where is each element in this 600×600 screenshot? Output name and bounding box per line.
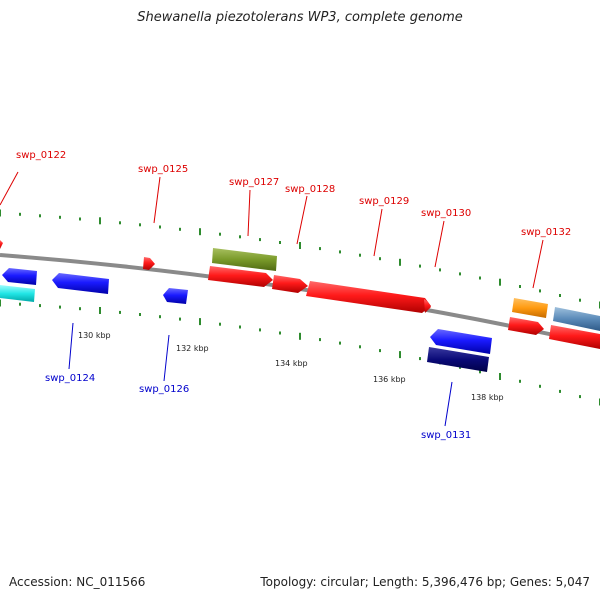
leader-swp-0124	[68, 322, 74, 370]
gene-label-swp-0126[interactable]: swp_0126	[139, 384, 189, 395]
gene-label-swp-0131[interactable]: swp_0131	[421, 430, 471, 441]
gene-arrow-cyan[interactable]	[0, 285, 35, 302]
gene-arrow-swp-0130[interactable]	[424, 299, 431, 313]
genome-summary-text: Topology: circular; Length: 5,396,476 bp…	[260, 575, 590, 589]
gene-label-swp-0127[interactable]: swp_0127	[229, 177, 279, 188]
gene-arrow-navy[interactable]	[427, 347, 489, 372]
inner-tick-row	[0, 299, 600, 406]
gene-label-swp-0124[interactable]: swp_0124	[45, 373, 95, 384]
scale-label-136: 136 kbp	[373, 375, 406, 384]
gene-arrow-swp-0129[interactable]	[306, 281, 431, 313]
leader-swp-0128	[296, 195, 308, 245]
leader-swp-0127	[247, 189, 251, 237]
bottom-leader-lines	[68, 322, 453, 427]
gene-arrow-swp-0124[interactable]	[52, 273, 109, 294]
leader-swp-0131	[444, 381, 453, 427]
leader-swp-0126	[163, 334, 170, 382]
leader-swp-0129	[373, 208, 383, 257]
gene-arrow-swp-0132[interactable]	[508, 317, 544, 335]
gene-arrow-swp-0132-orange[interactable]	[512, 298, 548, 318]
gene-arrow-swp-0122[interactable]	[0, 240, 3, 249]
scale-label-132: 132 kbp	[176, 344, 209, 353]
gene-arrow-swp-0127-main[interactable]	[208, 266, 273, 287]
leader-swp-0132	[532, 239, 544, 289]
outer-tick-row	[0, 209, 600, 309]
gene-arrow-swp-0128[interactable]	[272, 275, 308, 293]
scale-label-130: 130 kbp	[78, 331, 111, 340]
gene-label-swp-0130[interactable]: swp_0130	[421, 208, 471, 219]
leader-swp-0122	[0, 171, 19, 206]
gene-arrow-swp-0131[interactable]	[430, 329, 492, 354]
gene-arrow-blue-left[interactable]	[2, 268, 37, 285]
leader-swp-0130	[434, 220, 445, 268]
gene-arrow-swp-0127[interactable]	[212, 248, 277, 271]
gene-arrow-steel[interactable]	[553, 307, 600, 331]
gene-arrow-swp-0125[interactable]	[143, 257, 155, 270]
gene-arrow-red-right-edge[interactable]	[549, 325, 600, 349]
gene-label-swp-0129[interactable]: swp_0129	[359, 196, 409, 207]
accession-text: Accession: NC_011566	[9, 575, 146, 589]
gene-label-swp-0132[interactable]: swp_0132	[521, 227, 571, 238]
scale-label-138: 138 kbp	[471, 393, 504, 402]
map-title: Shewanella piezotolerans WP3, complete g…	[137, 10, 463, 25]
gene-arrow-swp-0126[interactable]	[163, 288, 188, 304]
top-leader-lines	[0, 171, 544, 289]
gene-label-swp-0122[interactable]: swp_0122	[16, 150, 66, 161]
leader-swp-0125	[153, 176, 161, 224]
scale-label-134: 134 kbp	[275, 359, 308, 368]
gene-label-swp-0128[interactable]: swp_0128	[285, 184, 335, 195]
gene-label-swp-0125[interactable]: swp_0125	[138, 164, 188, 175]
